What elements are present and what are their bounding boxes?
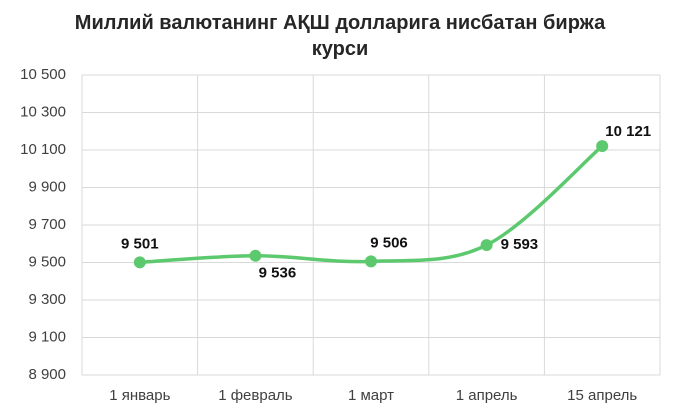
y-tick-label: 8 900	[28, 366, 66, 383]
point	[365, 255, 377, 268]
x-tick-label: 1 февраль	[218, 387, 293, 404]
data-label: 9 536	[259, 265, 297, 282]
y-tick-label: 9 100	[28, 328, 66, 345]
data-label: 10 121	[605, 123, 651, 140]
point	[249, 249, 262, 262]
point	[596, 140, 609, 153]
data-label: 9 593	[501, 236, 539, 253]
point	[480, 239, 493, 252]
chart-title: Миллий валютанинг АҚШ долларига нисбатан…	[74, 12, 606, 60]
y-tick-label: 9 300	[28, 291, 66, 308]
point	[133, 256, 146, 269]
y-tick-label: 9 900	[28, 178, 66, 195]
y-tick-label: 10 100	[20, 141, 66, 158]
data-label: 9 501	[121, 235, 159, 252]
y-tick-label: 10 500	[20, 66, 66, 83]
data-label: 9 506	[370, 234, 408, 251]
y-tick-label: 9 700	[28, 216, 66, 233]
y-tick-label: 9 500	[28, 253, 66, 270]
x-tick-label: 15 апрель	[567, 387, 637, 404]
y-tick-label: 10 300	[20, 103, 66, 120]
x-tick-label: 1 январь	[109, 387, 170, 404]
x-tick-label: 1 апрель	[456, 387, 518, 404]
x-tick-label: 1 март	[348, 387, 394, 404]
